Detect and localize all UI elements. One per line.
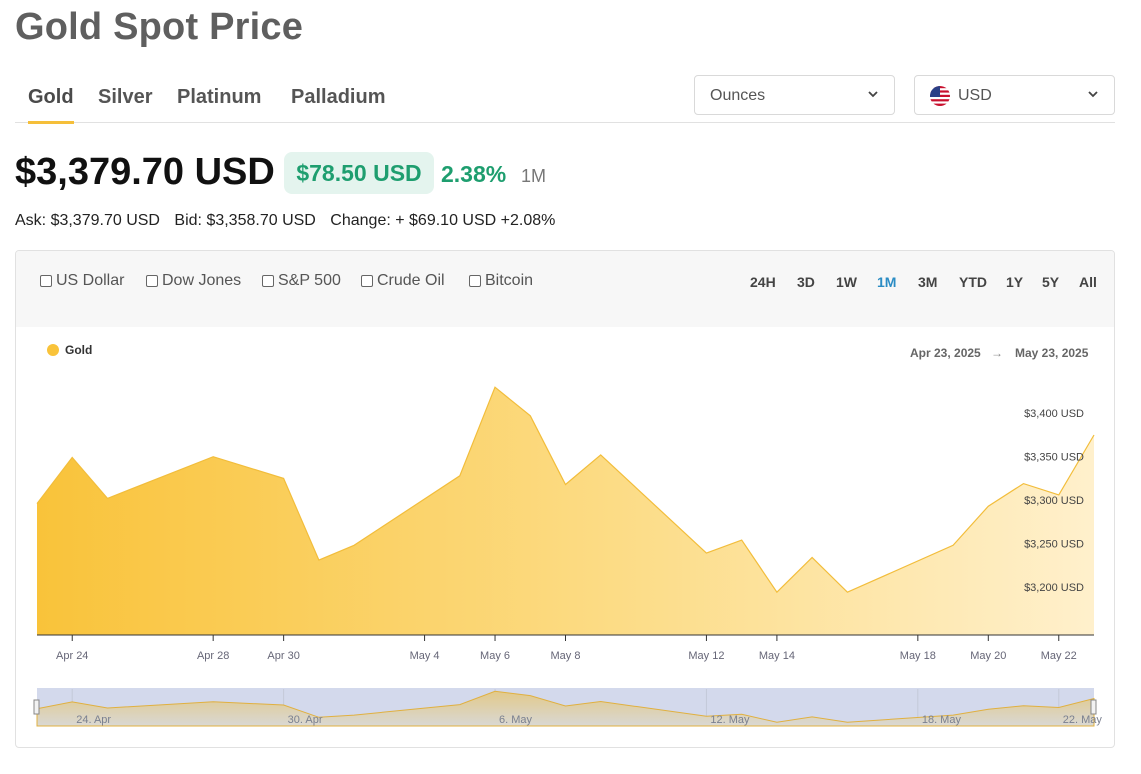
us-flag-icon xyxy=(930,86,950,106)
price-chart-card: US Dollar Dow Jones S&P 500 Crude Oil Bi… xyxy=(15,250,1115,748)
date-range-start: Apr 23, 2025 xyxy=(910,346,981,360)
x-tick-label: Apr 24 xyxy=(56,650,88,662)
bid-price: Bid: $3,358.70 USD xyxy=(174,212,316,229)
legend-marker-gold xyxy=(47,344,59,356)
y-tick-label: $3,200 USD xyxy=(1024,582,1084,594)
gold-series-line xyxy=(36,386,1095,594)
tab-platinum[interactable]: Platinum xyxy=(177,86,262,108)
y-tick-label: $3,300 USD xyxy=(1024,495,1084,507)
range-1m[interactable]: 1M xyxy=(877,274,897,290)
navigator-label: 24. Apr xyxy=(76,714,111,726)
range-3m[interactable]: 3M xyxy=(918,274,938,290)
date-range-end: May 23, 2025 xyxy=(1015,346,1089,360)
tab-palladium[interactable]: Palladium xyxy=(291,86,386,108)
chevron-down-icon xyxy=(1088,91,1098,98)
x-tick-label: May 8 xyxy=(551,650,581,662)
navigator[interactable]: 24. Apr 30. Apr 6. May 12. May 18. May 22. Ma… xyxy=(33,688,1103,727)
navigator-label: 22. May xyxy=(1063,714,1103,726)
compare-sp500[interactable]: S&P 500 xyxy=(262,272,341,290)
quote-details: Ask: $3,379.70 USD Bid: $3,358.70 USD Ch… xyxy=(15,212,565,230)
x-tick-label: May 4 xyxy=(410,650,440,662)
tab-gold[interactable]: Gold xyxy=(28,86,74,124)
x-tick-label: May 14 xyxy=(759,650,795,662)
range-3d[interactable]: 3D xyxy=(797,274,815,290)
navigator-label: 18. May xyxy=(922,714,962,726)
range-5y[interactable]: 5Y xyxy=(1042,274,1060,290)
checkbox-icon xyxy=(262,275,274,287)
unit-select[interactable]: Ounces xyxy=(694,75,895,115)
y-tick-label: $3,350 USD xyxy=(1024,452,1084,464)
x-tick-label: Apr 30 xyxy=(267,650,299,662)
currency-select-value: USD xyxy=(958,87,992,104)
x-tick-label: May 12 xyxy=(688,650,724,662)
checkbox-icon xyxy=(146,275,158,287)
compare-crude-oil[interactable]: Crude Oil xyxy=(361,272,445,290)
navigator-handle-left[interactable] xyxy=(33,699,40,715)
x-tick-label: May 22 xyxy=(1041,650,1077,662)
change-summary: Change: + $69.10 USD +2.08% xyxy=(330,212,556,229)
range-1y[interactable]: 1Y xyxy=(1006,274,1024,290)
navigator-label: 6. May xyxy=(499,714,533,726)
currency-select[interactable]: USD xyxy=(914,75,1115,115)
page-title: Gold Spot Price xyxy=(15,6,304,48)
date-range-arrow: → xyxy=(991,346,1003,360)
x-tick-label: May 18 xyxy=(900,650,936,662)
range-24h[interactable]: 24H xyxy=(750,274,776,290)
gold-area-fill xyxy=(37,387,1094,635)
navigator-series xyxy=(36,690,1095,727)
y-tick-label: $3,250 USD xyxy=(1024,539,1084,551)
y-tick-label: $3,400 USD xyxy=(1024,408,1084,420)
legend-gold: Gold xyxy=(65,343,92,357)
chevron-down-icon xyxy=(868,91,878,98)
range-ytd[interactable]: YTD xyxy=(959,274,987,290)
metal-tabs: Gold Silver Platinum Palladium xyxy=(15,74,1115,124)
x-tick-label: May 6 xyxy=(480,650,510,662)
ask-price: Ask: $3,379.70 USD xyxy=(15,212,160,229)
x-tick-label: May 20 xyxy=(970,650,1006,662)
price-change-percent: 2.38% xyxy=(441,161,507,187)
checkbox-icon xyxy=(361,275,373,287)
range-1w[interactable]: 1W xyxy=(836,274,857,290)
gold-area-chart[interactable]: Gold Apr 23, 2025 → May 23, 2025 $3,200 … xyxy=(16,251,1114,747)
unit-select-value: Ounces xyxy=(710,87,766,104)
range-all[interactable]: All xyxy=(1079,274,1097,290)
price-change-badge: $78.50 USD xyxy=(284,152,434,194)
checkbox-icon xyxy=(469,275,481,287)
compare-us-dollar[interactable]: US Dollar xyxy=(40,272,124,290)
spot-price: $3,379.70 USD xyxy=(15,151,275,193)
x-tick-label: Apr 28 xyxy=(197,650,229,662)
chart-toolbar: US Dollar Dow Jones S&P 500 Crude Oil Bi… xyxy=(16,251,1114,327)
navigator-handle-right[interactable] xyxy=(1090,699,1097,715)
checkbox-icon xyxy=(40,275,52,287)
navigator-label: 30. Apr xyxy=(288,714,323,726)
compare-bitcoin[interactable]: Bitcoin xyxy=(469,272,533,290)
tab-silver[interactable]: Silver xyxy=(98,86,153,108)
change-period: 1M xyxy=(521,166,547,186)
compare-dow-jones[interactable]: Dow Jones xyxy=(146,272,241,290)
navigator-label: 12. May xyxy=(710,714,750,726)
